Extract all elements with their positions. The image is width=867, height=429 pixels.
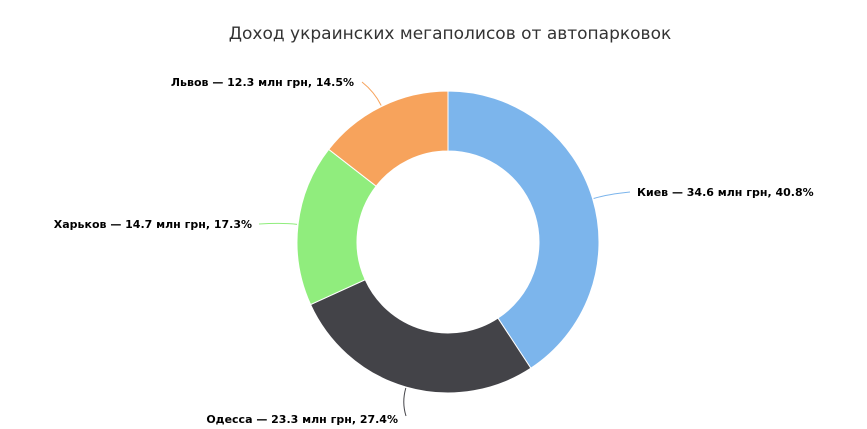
donut-slice-1[interactable] xyxy=(447,90,600,369)
connector-line-3 xyxy=(258,222,298,225)
chart-title: Доход украинских мегаполисов от автопарк… xyxy=(228,24,672,44)
data-label-2: Одесса — 23.3 млн грн, 27.4% xyxy=(206,413,398,426)
donut-slice-4[interactable] xyxy=(328,90,449,187)
connector-line-4 xyxy=(361,81,382,106)
slices-layer xyxy=(296,90,600,394)
data-label-1: Киев — 34.6 млн грн, 40.8% xyxy=(637,186,814,199)
connectors-layer xyxy=(258,81,631,417)
donut-slice-2[interactable] xyxy=(309,279,532,394)
labels-layer: Киев — 34.6 млн грн, 40.8% Одесса — 23.3 … xyxy=(54,76,814,426)
connector-line-2 xyxy=(403,387,407,417)
data-label-4: Львов — 12.3 млн грн, 14.5% xyxy=(171,76,354,89)
data-label-3: Харьков — 14.7 млн грн, 17.3% xyxy=(54,218,252,231)
connector-line-1 xyxy=(593,191,631,199)
